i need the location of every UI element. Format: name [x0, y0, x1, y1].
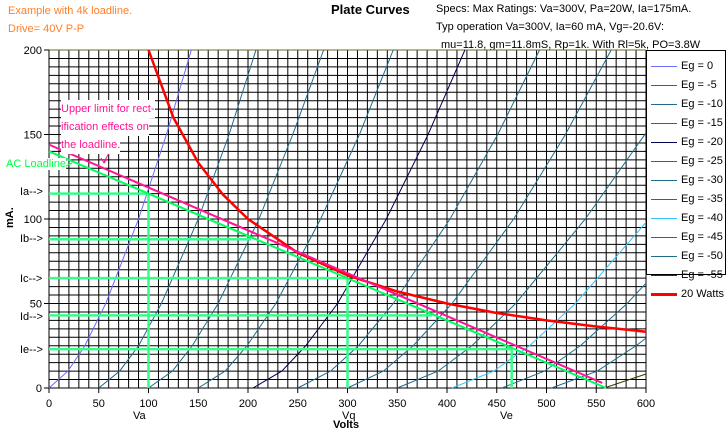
- x-tick-label: 550: [587, 398, 605, 410]
- vq-label: Vq: [342, 410, 356, 422]
- legend-item: Eg = 0: [651, 59, 713, 73]
- x-tick-label: 50: [93, 398, 105, 410]
- curve-eg-50: [551, 337, 647, 389]
- ic-label: Ic-->: [20, 273, 43, 285]
- chart-title: Plate Curves: [331, 2, 410, 17]
- legend-label: Eg = -20: [681, 136, 723, 148]
- ia-label: Ia-->: [20, 186, 43, 198]
- legend-item: Eg = -15: [651, 116, 723, 130]
- specs-line1: Specs: Max Ratings: Va=300V, Pa=20W, Ia=…: [436, 3, 692, 15]
- legend-item: Eg = -25: [651, 154, 723, 168]
- legend-item: Eg = -55: [651, 268, 723, 282]
- x-tick-label: 400: [438, 398, 456, 410]
- legend-item: Eg = -20: [651, 135, 723, 149]
- legend-item: 20 Watts: [651, 287, 724, 301]
- legend-swatch: [651, 255, 677, 257]
- curve-eg-40: [451, 222, 647, 389]
- legend-swatch: [651, 160, 677, 162]
- legend-swatch: [651, 274, 677, 276]
- x-tick-label: 350: [388, 398, 406, 410]
- curve-eg-20: [252, 49, 466, 389]
- legend-label: Eg = -30: [681, 174, 723, 186]
- legend-item: Eg = -50: [651, 249, 723, 263]
- legend-item: Eg = -45: [651, 230, 723, 244]
- upper-limit-annotation-2: ification effects on: [61, 118, 149, 136]
- y-tick-label: 150: [24, 130, 42, 142]
- legend-label: Eg = -55: [681, 269, 723, 281]
- legend-label: Eg = 0: [681, 60, 714, 72]
- legend-item: Eg = -40: [651, 211, 723, 225]
- y-tick-label: 200: [24, 45, 42, 57]
- legend-swatch: [651, 292, 677, 296]
- x-tick-label: 600: [637, 398, 655, 410]
- annotation-arrowhead: [100, 157, 108, 164]
- legend-label: Eg = -10: [681, 98, 723, 110]
- curve-eg-15: [197, 49, 394, 389]
- legend-label: Eg = -35: [681, 193, 723, 205]
- curve-eg-35: [397, 132, 647, 389]
- ac-loadline: [48, 150, 607, 389]
- curve-eg-5: [98, 49, 257, 389]
- y-tick-label: 0: [36, 383, 42, 395]
- curve-eg-25: [297, 49, 540, 389]
- legend-label: Eg = -40: [681, 212, 723, 224]
- specs-line3: mu=11.8, gm=11.8mS, Rp=1k. With Rl=5k, P…: [441, 39, 701, 51]
- legend-swatch: [651, 84, 677, 86]
- id-label: Id-->: [20, 311, 43, 323]
- curve-eg-45: [501, 282, 647, 389]
- legend-swatch: [651, 198, 677, 200]
- x-tick-label: 200: [239, 398, 257, 410]
- ve-label: Ve: [500, 410, 513, 422]
- x-tick-label: 150: [189, 398, 207, 410]
- x-tick-label: 0: [46, 398, 52, 410]
- curve-eg-10: [148, 49, 325, 389]
- legend-swatch: [651, 179, 677, 181]
- x-tick-label: 250: [289, 398, 307, 410]
- y-tick-label: 100: [24, 214, 42, 226]
- specs-line2: Typ operation Va=300V, Ia=60 mA, Vg=-20.…: [436, 21, 665, 33]
- legend-swatch: [651, 217, 677, 219]
- legend-label: Eg = -50: [681, 250, 723, 262]
- legend-swatch: [651, 103, 677, 105]
- va-label: Va: [133, 410, 146, 422]
- legend-item: Eg = -30: [651, 173, 723, 187]
- example-text-line2: Drive= 40V P-P: [8, 23, 85, 35]
- legend-label: Eg = -15: [681, 117, 723, 129]
- x-tick-label: 300: [338, 398, 356, 410]
- curve-20-watts: [147, 49, 647, 333]
- legend-swatch: [651, 122, 677, 124]
- x-tick-label: 500: [537, 398, 555, 410]
- legend: Eg = 0 Eg = -5 Eg = -10 Eg = -15 Eg = -20 Eg …: [646, 50, 726, 300]
- x-tick-label: 450: [488, 398, 506, 410]
- legend-swatch: [651, 141, 677, 143]
- y-axis-label: mA.: [4, 207, 16, 228]
- upper-limit-annotation-1: Upper limit for rect-: [61, 100, 155, 118]
- ac-loadline-label: AC Loadline: [6, 158, 66, 170]
- curve-eg-0: [48, 49, 192, 389]
- legend-item: Eg = -35: [651, 192, 723, 206]
- upper-limit-annotation-3: the loadline.: [61, 136, 121, 154]
- y-tick-label: 50: [30, 299, 42, 311]
- x-axis-label: Volts: [333, 419, 360, 431]
- ac-loadline-arrow: [65, 162, 73, 167]
- x-tick-label: 100: [139, 398, 157, 410]
- rectification-limit-line: [48, 143, 603, 384]
- legend-item: Eg = -5: [651, 78, 717, 92]
- legend-label: Eg = -5: [681, 79, 717, 91]
- legend-label: Eg = -45: [681, 231, 723, 243]
- ib-label: Ib-->: [20, 233, 43, 245]
- example-text-line1: Example with 4k loadline.: [8, 5, 133, 17]
- ie-label: Ie-->: [20, 344, 43, 356]
- legend-label: Eg = -25: [681, 155, 723, 167]
- legend-swatch: [651, 65, 677, 67]
- legend-item: Eg = -10: [651, 97, 723, 111]
- curve-eg-55: [604, 373, 647, 389]
- legend-label: 20 Watts: [681, 288, 724, 300]
- legend-swatch: [651, 236, 677, 238]
